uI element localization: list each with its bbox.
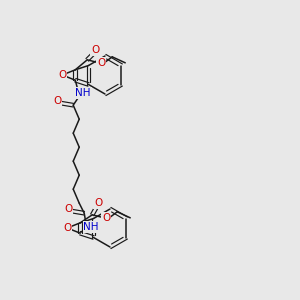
Text: NH: NH (83, 222, 99, 232)
Text: O: O (91, 45, 99, 55)
Text: O: O (102, 213, 110, 223)
Text: O: O (94, 198, 102, 208)
Text: O: O (58, 70, 66, 80)
Text: NH: NH (76, 88, 91, 98)
Text: O: O (53, 96, 61, 106)
Text: O: O (97, 58, 105, 68)
Text: O: O (64, 204, 72, 214)
Text: O: O (63, 223, 71, 233)
